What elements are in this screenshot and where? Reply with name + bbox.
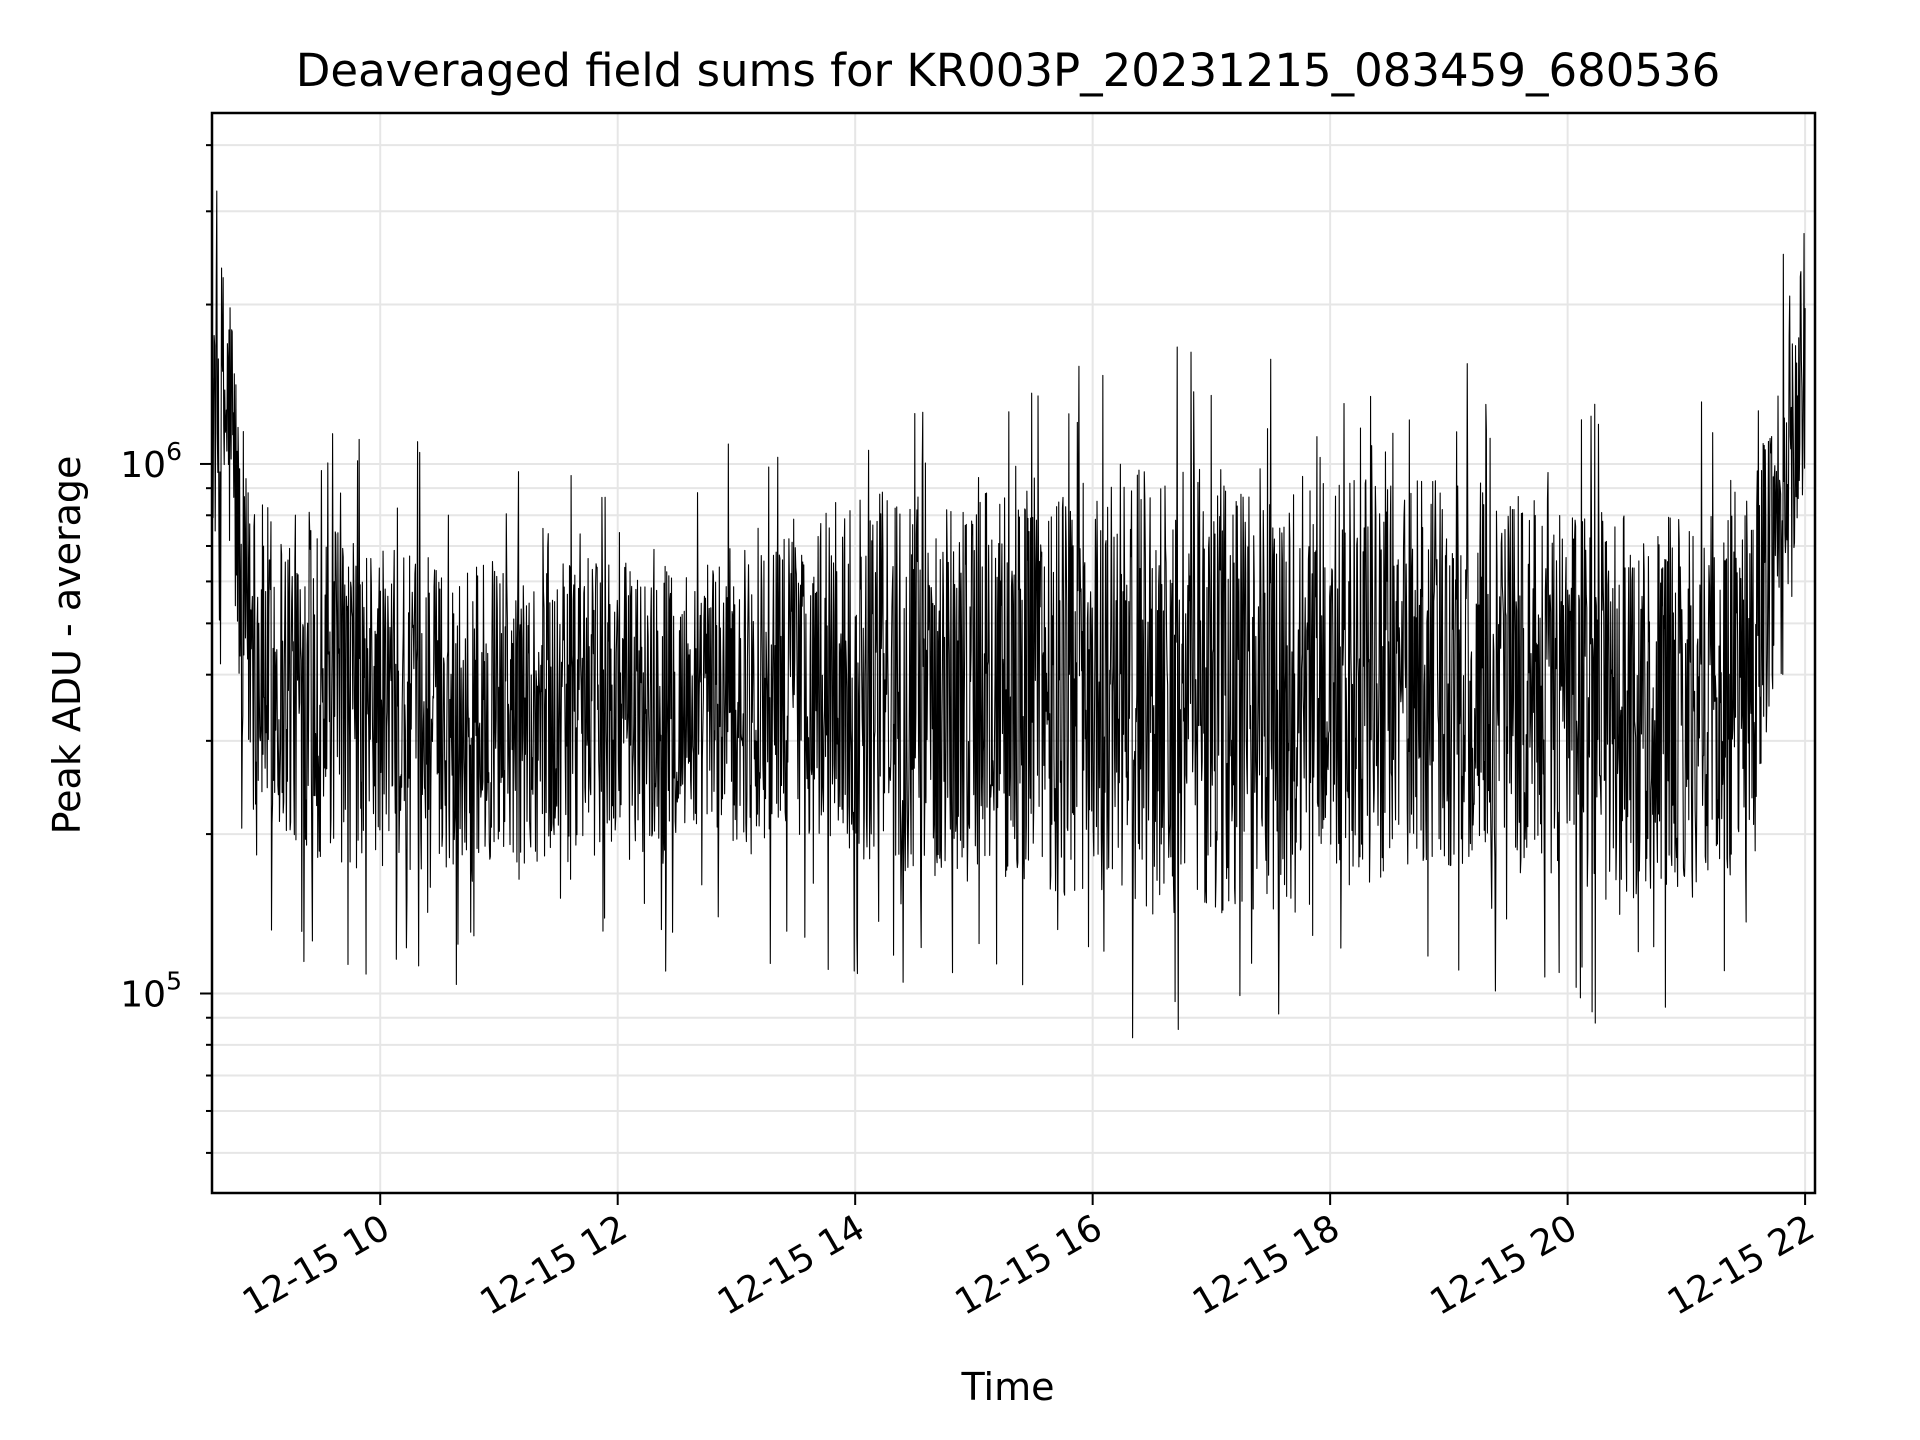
x-tick-label: 12-15 10: [236, 1207, 397, 1323]
x-tick-label: 12-15 16: [948, 1207, 1109, 1323]
x-tick-label: 12-15 22: [1661, 1207, 1822, 1323]
series-path: [211, 190, 1806, 1039]
y-tick-label: 106: [120, 437, 182, 486]
y-tick-label: 105: [120, 966, 182, 1015]
plot-frame: [210, 111, 1817, 1195]
x-axis-label: Time: [961, 1365, 1055, 1409]
x-tick-label: 12-15 18: [1186, 1207, 1347, 1323]
series-line: [211, 190, 1806, 1039]
x-axis: 12-15 10 12-15 12 12-15 14 12-15 16 12-15 18…: [236, 1193, 1822, 1324]
x-tick-label: 12-15 20: [1423, 1207, 1584, 1323]
x-tick-label: 12-15 14: [711, 1207, 872, 1323]
chart-title: Deaveraged field sums for KR003P_2023121…: [296, 44, 1720, 97]
y-axis-label: Peak ADU - average: [45, 456, 89, 835]
x-tick-label: 12-15 12: [474, 1207, 635, 1323]
y-axis: 105 106: [120, 144, 212, 1154]
